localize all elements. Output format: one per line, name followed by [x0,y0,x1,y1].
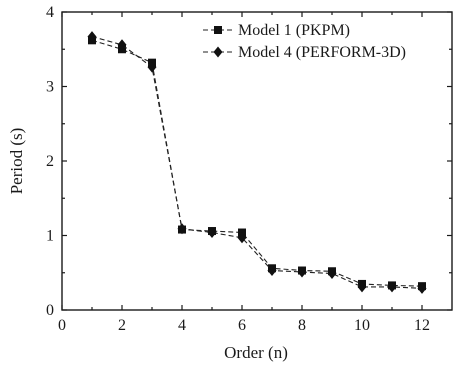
series-group [87,31,427,294]
x-tick-label: 10 [354,317,370,334]
data-point-diamond [387,281,397,293]
series-1 [88,36,426,291]
y-axis-label: Period (s) [7,128,26,195]
data-point-diamond [267,265,277,277]
data-point-diamond [417,282,427,294]
series-line [91,39,423,287]
data-point-diamond [147,61,157,73]
y-tick-label: 0 [46,302,54,319]
legend-marker-square [214,26,222,34]
legend-item-2: Model 4 (PERFORM-3D) [203,44,406,61]
data-point-diamond [237,232,247,244]
legend-label: Model 4 (PERFORM-3D) [238,44,406,61]
data-point-diamond [177,223,187,235]
y-tick-label: 2 [46,153,54,170]
x-tick-label: 8 [298,317,306,334]
x-axis-label: Order (n) [224,343,288,362]
data-point-diamond [87,31,97,43]
data-point-diamond [117,39,127,51]
legend-item-1: Model 1 (PKPM) [203,22,350,39]
data-point-diamond [357,281,367,293]
x-tick-label: 0 [58,317,66,334]
legend-label: Model 1 (PKPM) [238,22,350,39]
data-point-diamond [207,227,217,239]
x-tick-label: 6 [238,317,246,334]
y-tick-label: 4 [46,4,54,21]
data-point-diamond [327,267,337,279]
x-tick-label: 4 [178,317,186,334]
series-line [91,36,423,289]
series-2 [87,31,427,294]
data-point-diamond [297,266,307,278]
y-tick-label: 3 [46,79,54,96]
y-axis-ticks: 0 1 2 3 4 [46,4,452,319]
y-tick-label: 1 [46,228,54,245]
x-tick-label: 2 [118,317,126,334]
x-tick-label: 12 [414,317,430,334]
legend-marker-diamond [213,46,223,58]
x-axis-ticks: 0 2 4 6 8 10 12 [58,12,430,334]
legend: Model 1 (PKPM) Model 4 (PERFORM-3D) [203,22,406,61]
